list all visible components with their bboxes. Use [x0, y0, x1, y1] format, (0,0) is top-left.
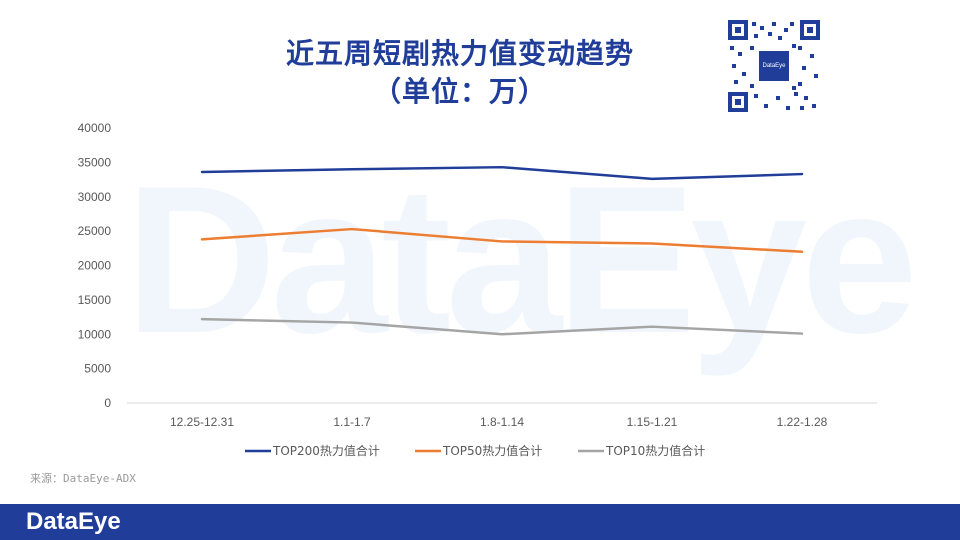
x-tick-label: 1.15-1.21	[627, 415, 678, 429]
y-tick-label: 35000	[78, 155, 112, 169]
source-note: 来源：DataEye-ADX	[30, 472, 136, 485]
y-tick-label: 15000	[78, 293, 112, 307]
legend-label: TOP50热力值合计	[442, 443, 542, 458]
qr-center-logo: DataEye	[759, 51, 789, 81]
x-tick-label: 1.22-1.28	[777, 415, 828, 429]
series-line	[200, 317, 804, 336]
chart-subtitle: （单位：万）	[372, 75, 547, 108]
x-tick-label: 12.25-12.31	[170, 415, 234, 429]
qr-pattern	[728, 20, 820, 112]
y-tick-label: 20000	[78, 259, 112, 273]
footer-logo: DataEye	[26, 508, 121, 535]
qr-code: DataEye	[728, 20, 820, 112]
y-tick-label: 10000	[78, 327, 112, 341]
legend-label: TOP200热力值合计	[272, 443, 380, 458]
legend-label: TOP10热力值合计	[605, 443, 705, 458]
x-tick-label: 1.1-1.7	[333, 415, 371, 429]
series-line	[200, 165, 804, 181]
y-tick-label: 0	[104, 396, 111, 410]
y-tick-label: 25000	[78, 224, 112, 238]
watermark: DataEye	[125, 142, 918, 377]
x-tick-label: 1.8-1.14	[480, 415, 524, 429]
series-line	[200, 227, 804, 253]
chart-title: 近五周短剧热力值变动趋势	[285, 37, 634, 70]
y-tick-label: 5000	[84, 362, 111, 376]
y-tick-label: 40000	[78, 121, 112, 135]
footer-bar: DataEye	[0, 504, 960, 540]
y-tick-label: 30000	[78, 190, 112, 204]
